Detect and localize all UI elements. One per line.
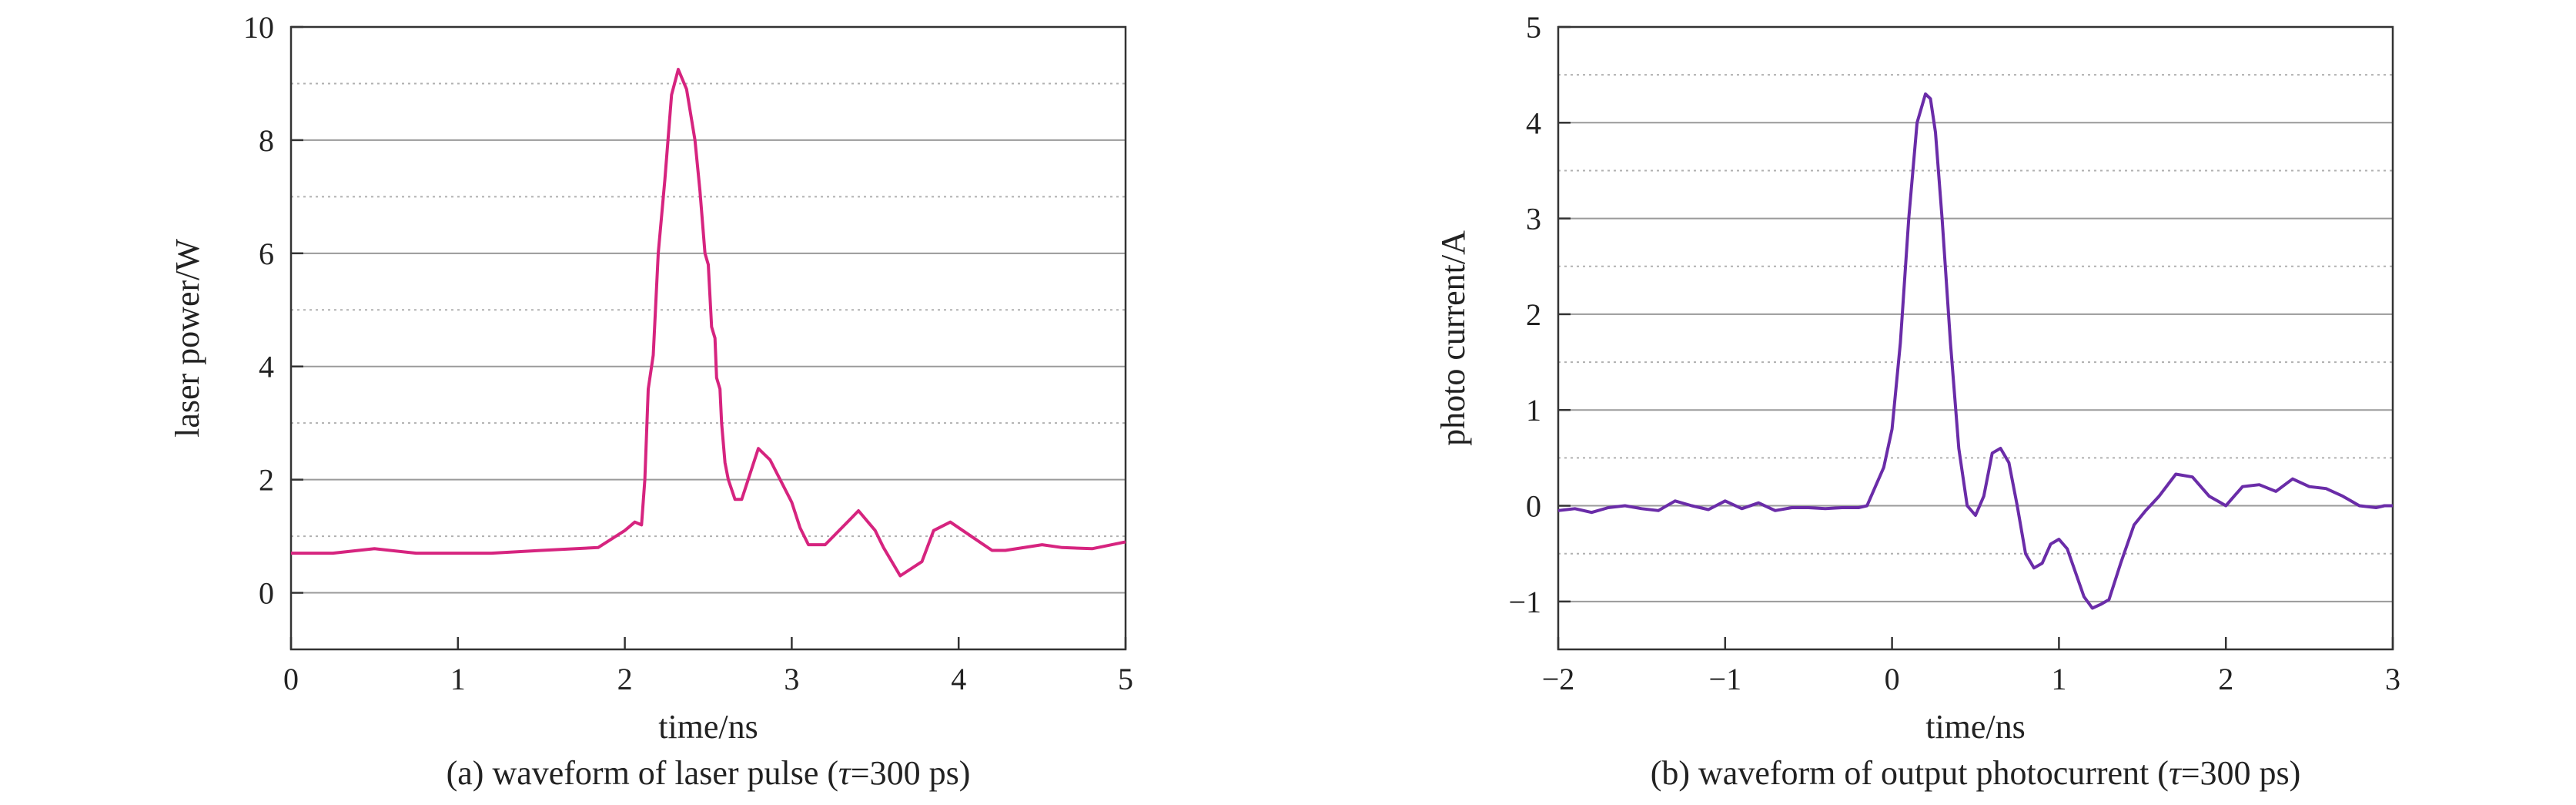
x-tick-label: 2: [617, 662, 633, 696]
chart-panel-laser-pulse: 0 1 2 3 4 5 0 2 4 6 8 10 time/ns laser power/W (a) …: [169, 10, 1133, 792]
y-tick-label: 10: [243, 10, 274, 45]
x-tick-label: −1: [1709, 662, 1742, 696]
y-tick-label: 2: [1526, 297, 1541, 332]
x-tick-label: 1: [450, 662, 466, 696]
caption-a-main: (a) waveform of laser pulse (: [447, 754, 838, 792]
x-tick-label: 0: [283, 662, 299, 696]
gridlines-b: [1558, 74, 2393, 602]
caption-b: (b) waveform of output photocurrent (τ=3…: [1651, 754, 2301, 792]
ticks-a: 0 1 2 3 4 5 0 2 4 6 8 10: [243, 10, 1133, 696]
y-tick-label: 4: [259, 350, 274, 384]
caption-b-main: (b) waveform of output photocurrent (: [1651, 754, 2169, 792]
plot-frame-a: [289, 25, 1127, 651]
chart-panel-photocurrent: −2 −1 0 1 2 3 −1 0 1 2 3 4 5 time/ns photo current/A…: [1434, 10, 2400, 792]
caption-a-tail: =300 ps): [851, 754, 971, 792]
y-tick-label: 3: [1526, 202, 1541, 236]
x-axis-label-a: time/ns: [658, 708, 758, 746]
gridlines-a: [291, 82, 1126, 594]
x-tick-label: 1: [2051, 662, 2066, 696]
y-tick-label: −1: [1508, 585, 1541, 619]
x-tick-label: 5: [1118, 662, 1133, 696]
y-tick-label: 5: [1526, 10, 1541, 45]
y-tick-label: 6: [259, 236, 274, 271]
caption-a-tau: τ: [838, 754, 852, 792]
y-tick-label: 2: [259, 463, 274, 498]
y-tick-label: 0: [1526, 489, 1541, 524]
y-axis-label-a: laser power/W: [169, 239, 206, 438]
x-tick-label: 4: [951, 662, 966, 696]
x-tick-label: 3: [784, 662, 799, 696]
y-axis-label-b: photo current/A: [1434, 230, 1472, 446]
x-tick-label: −2: [1542, 662, 1575, 696]
x-tick-label: 0: [1885, 662, 1900, 696]
y-tick-label: 1: [1526, 393, 1541, 428]
x-axis-label-b: time/ns: [1925, 708, 2026, 746]
caption-a: (a) waveform of laser pulse (τ=300 ps): [447, 754, 971, 792]
plot-frame-b: [1557, 25, 2394, 651]
y-tick-label: 8: [259, 123, 274, 158]
y-tick-label: 4: [1526, 106, 1541, 140]
series-line-photo-current: [1557, 92, 2393, 610]
caption-b-tail: =300 ps): [2181, 754, 2301, 792]
ticks-b: −2 −1 0 1 2 3 −1 0 1 2 3 4 5: [1508, 10, 2400, 696]
caption-b-tau: τ: [2169, 754, 2183, 792]
series-line-laser-power: [291, 68, 1126, 578]
x-tick-label: 2: [2218, 662, 2233, 696]
y-tick-label: 0: [259, 576, 274, 611]
x-tick-label: 3: [2385, 662, 2400, 696]
